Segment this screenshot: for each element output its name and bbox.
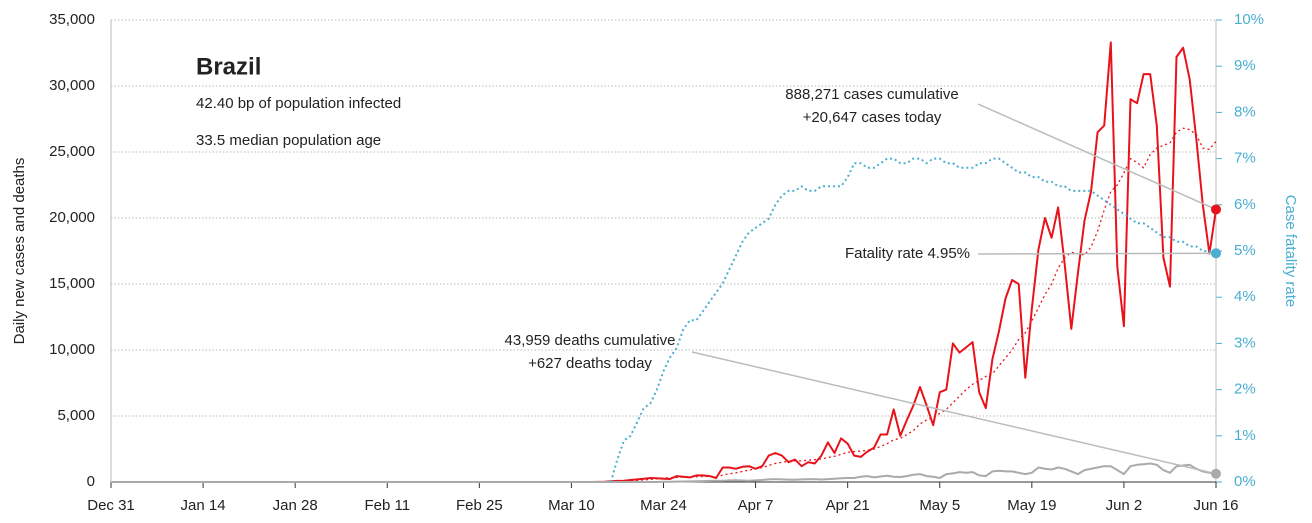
y2-tick-label: 6% xyxy=(1234,196,1256,213)
x-tick-label: Feb 11 xyxy=(364,497,410,514)
y-tick-label: 15,000 xyxy=(49,275,95,292)
y2-tick-label: 4% xyxy=(1234,288,1256,305)
y-axis-title: Daily new cases and deaths xyxy=(11,158,28,345)
y2-tick-label: 3% xyxy=(1234,334,1256,351)
y2-tick-label: 2% xyxy=(1234,381,1256,398)
series-line xyxy=(111,127,1217,483)
series-line xyxy=(111,41,1217,483)
x-tick-label: May 5 xyxy=(919,497,960,514)
series-line xyxy=(609,157,1217,483)
x-tick-label: Jun 16 xyxy=(1193,497,1238,514)
y2-tick-label: 5% xyxy=(1234,242,1256,259)
annotation-connector xyxy=(977,252,1217,255)
end-marker xyxy=(1211,248,1221,259)
x-tick-label: Mar 24 xyxy=(640,497,687,514)
end-marker xyxy=(1211,204,1221,215)
x-tick-label: Apr 21 xyxy=(826,497,870,514)
x-tick-label: Jun 2 xyxy=(1106,497,1143,514)
x-tick-label: Jan 14 xyxy=(181,497,226,514)
annotation-connector xyxy=(977,103,1217,211)
y-tick-label: 10,000 xyxy=(49,341,95,358)
y2-tick-label: 10% xyxy=(1234,11,1264,28)
chart-title: Brazil xyxy=(196,53,261,80)
end-marker xyxy=(1211,468,1221,479)
x-tick-label: Jan 28 xyxy=(273,497,318,514)
x-tick-label: Apr 7 xyxy=(738,497,774,514)
x-tick-label: Dec 31 xyxy=(87,497,135,514)
subtitle: 33.5 median population age xyxy=(196,132,381,149)
annotation: +20,647 cases today xyxy=(803,109,942,126)
y-tick-label: 0 xyxy=(87,473,95,490)
subtitle: 42.40 bp of population infected xyxy=(196,95,401,112)
y2-tick-label: 0% xyxy=(1234,473,1256,490)
y2-tick-label: 1% xyxy=(1234,427,1256,444)
annotation: +627 deaths today xyxy=(528,355,652,372)
y2-tick-label: 7% xyxy=(1234,150,1256,167)
series-line xyxy=(111,462,1217,483)
y-tick-label: 30,000 xyxy=(49,77,95,94)
x-tick-label: Feb 25 xyxy=(456,497,503,514)
y2-tick-label: 8% xyxy=(1234,103,1256,120)
annotation: Fatality rate 4.95% xyxy=(845,245,970,262)
y2-axis-title: Case fatality rate xyxy=(1282,195,1299,308)
y-tick-label: 25,000 xyxy=(49,143,95,160)
y-tick-label: 5,000 xyxy=(57,407,95,424)
x-tick-label: Mar 10 xyxy=(548,497,595,514)
y-tick-label: 20,000 xyxy=(49,209,95,226)
x-tick-label: May 19 xyxy=(1007,497,1056,514)
annotation: 888,271 cases cumulative xyxy=(785,86,958,103)
annotation-connector xyxy=(691,351,1217,475)
y2-tick-label: 9% xyxy=(1234,57,1256,74)
y-tick-label: 35,000 xyxy=(49,11,95,28)
annotation: 43,959 deaths cumulative xyxy=(505,332,676,349)
